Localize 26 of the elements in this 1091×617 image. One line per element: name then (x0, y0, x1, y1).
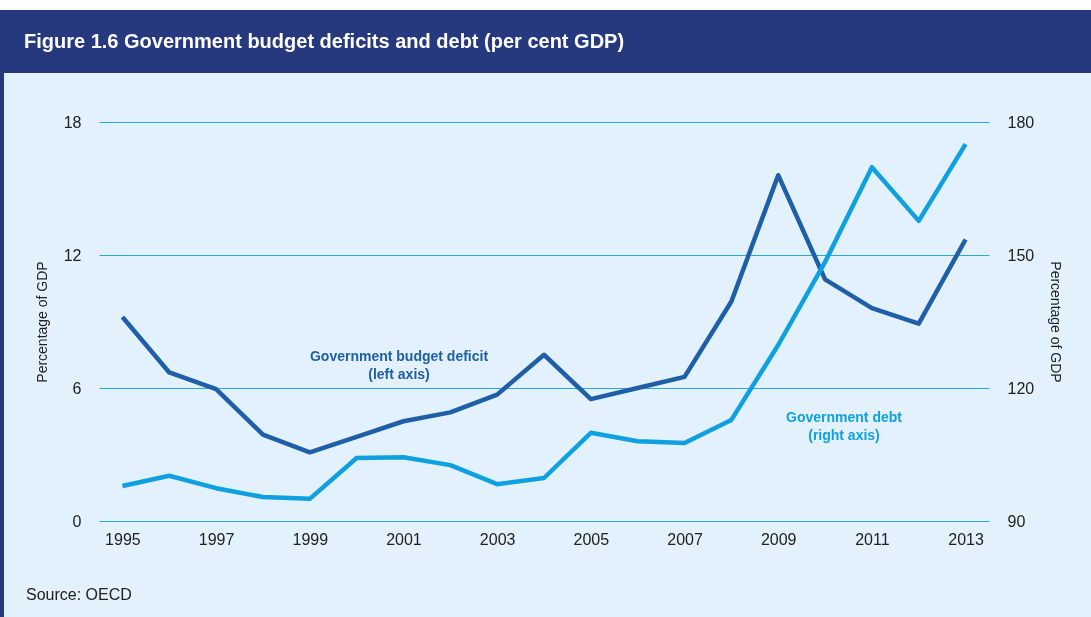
x-tick-label: 1999 (292, 530, 329, 548)
x-tick-label: 2009 (760, 530, 797, 548)
y2-tick-label: 150 (1007, 246, 1035, 264)
x-tick-label: 2007 (667, 530, 703, 548)
series-label: Government budget deficit (left axis) (309, 348, 489, 382)
line-series (120, 172, 968, 455)
y-tick-label: 12 (63, 246, 82, 264)
chart-title: Figure 1.6 Government budget deficits and debt (per cent GDP) (0, 10, 1091, 73)
x-tick-label: 2013 (948, 530, 984, 548)
x-tick-label: 2011 (855, 530, 890, 548)
y2-tick-label: 180 (1007, 113, 1035, 131)
x-tick-label: 2005 (573, 530, 610, 548)
x-tick-label: 2003 (479, 530, 516, 548)
y-tick-label: 18 (63, 113, 82, 131)
text: Government debt (right axis) (786, 409, 903, 443)
source-note: Source: OECD (26, 586, 132, 604)
line-series (120, 141, 968, 502)
y-axis-title: Percentage of GDP (33, 261, 50, 383)
y2-axis-title: Percentage of GDP (1048, 261, 1065, 383)
y2-tick-label: 120 (1007, 379, 1035, 397)
x-tick-label: 1997 (198, 530, 235, 548)
y2-tick-label: 90 (1007, 512, 1026, 530)
x-tick-label: 1995 (105, 530, 141, 548)
x-tick-label: 2001 (386, 530, 422, 548)
y-tick-label: 0 (72, 512, 82, 530)
y-tick-label: 6 (72, 379, 82, 397)
